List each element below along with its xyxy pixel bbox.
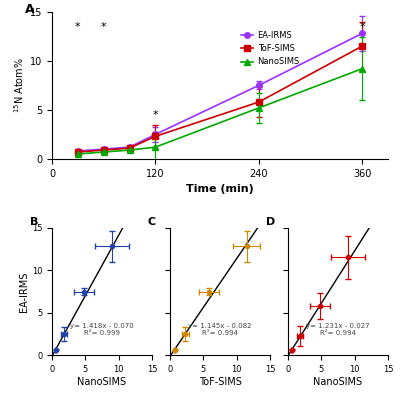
Text: *: * [359, 22, 365, 32]
Text: y= 1.418x - 0.070
R²= 0.999: y= 1.418x - 0.070 R²= 0.999 [70, 324, 134, 337]
Text: y= 1.145x - 0.082
R²= 0.994: y= 1.145x - 0.082 R²= 0.994 [188, 324, 252, 337]
Y-axis label: EA-IRMS: EA-IRMS [19, 271, 29, 312]
Text: A: A [25, 3, 35, 16]
Text: C: C [148, 217, 156, 228]
Text: *: * [152, 110, 158, 120]
X-axis label: NanoSIMS: NanoSIMS [78, 377, 126, 387]
X-axis label: Time (min): Time (min) [186, 184, 254, 194]
X-axis label: NanoSIMS: NanoSIMS [314, 377, 362, 387]
Y-axis label: $^{15}$N Atom%: $^{15}$N Atom% [12, 57, 26, 113]
Text: *: * [75, 22, 81, 32]
Text: y= 1.231x - 0.027
R²= 0.994: y= 1.231x - 0.027 R²= 0.994 [306, 324, 370, 337]
X-axis label: ToF-SIMS: ToF-SIMS [198, 377, 242, 387]
Text: D: D [266, 217, 275, 228]
Text: B: B [30, 217, 38, 228]
Legend: EA-IRMS, ToF-SIMS, NanoSIMS: EA-IRMS, ToF-SIMS, NanoSIMS [238, 28, 303, 70]
Text: *: * [101, 22, 106, 32]
